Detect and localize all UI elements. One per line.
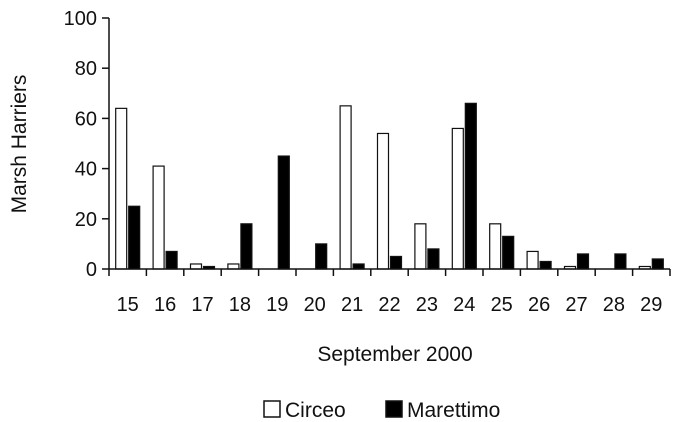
bar-marettimo-16: [165, 250, 178, 270]
bar-marettimo-25: [502, 235, 515, 270]
legend-item-marettimo: Marettimo: [385, 399, 500, 422]
bar-marettimo-18: [240, 223, 253, 270]
bar-marettimo-26: [539, 260, 552, 270]
bar-circeo-17: [189, 263, 203, 270]
bar-circeo-18: [227, 263, 240, 270]
bar-marettimo-27: [576, 253, 590, 270]
bar-circeo-15: [115, 107, 128, 270]
legend-label-circeo: Circeo: [285, 399, 346, 422]
x-tick-label: 24: [453, 294, 475, 316]
legend-swatch-circeo: [263, 400, 281, 418]
bar-marettimo-15: [128, 205, 141, 270]
bar-circeo-24: [451, 127, 464, 270]
x-tick-label: 16: [154, 294, 176, 316]
bar-marettimo-24: [464, 102, 477, 270]
bar-circeo-21: [339, 105, 352, 270]
x-axis-ticks: 15 16 17 18 19 20 21 22 23 24 25 26 27 28 29: [108, 269, 671, 316]
bars: [115, 102, 664, 270]
x-axis-title: September 2000: [317, 343, 472, 366]
x-tick-label: 21: [341, 294, 363, 316]
bar-marettimo-22: [389, 255, 403, 270]
x-tick-label: 18: [229, 294, 251, 316]
x-tick-label: 20: [304, 294, 326, 316]
bar-marettimo-23: [427, 248, 440, 270]
y-tick-label: 100: [64, 8, 97, 30]
y-axis-title-group: Marsh Harriers: [8, 75, 31, 214]
bar-circeo-25: [489, 223, 502, 270]
x-tick-label: 17: [191, 294, 213, 316]
bar-marettimo-28: [614, 253, 627, 270]
bar-circeo-23: [414, 223, 427, 270]
bar-circeo-22: [376, 132, 390, 270]
x-tick-label: 19: [266, 294, 288, 316]
x-tick-label: 28: [603, 294, 625, 316]
legend-label-marettimo: Marettimo: [407, 399, 500, 422]
y-tick-label: 80: [75, 58, 97, 80]
x-tick-label: 23: [416, 294, 438, 316]
legend: Circeo Marettimo: [263, 399, 500, 422]
bar-circeo-26: [526, 250, 539, 270]
x-tick-label: 29: [640, 294, 662, 316]
x-tick-label: 27: [565, 294, 587, 316]
y-tick-label: 40: [75, 159, 97, 181]
bar-circeo-16: [152, 165, 165, 270]
y-tick-label: 60: [75, 108, 97, 130]
y-axis-title: Marsh Harriers: [8, 75, 31, 214]
x-tick-label: 22: [378, 294, 400, 316]
bar-marettimo-29: [651, 258, 664, 270]
bar-marettimo-19: [277, 155, 290, 270]
legend-item-circeo: Circeo: [263, 399, 346, 422]
y-axis-ticks: 0 20 40 60 80 100: [64, 8, 109, 281]
x-tick-label: 15: [117, 294, 139, 316]
y-tick-label: 20: [75, 209, 97, 231]
x-tick-label: 26: [528, 294, 550, 316]
y-tick-label: 0: [86, 259, 97, 281]
x-tick-label: 25: [491, 294, 513, 316]
legend-swatch-marettimo: [385, 400, 403, 418]
bar-marettimo-20: [315, 243, 328, 270]
bar-marettimo-21: [352, 263, 365, 270]
